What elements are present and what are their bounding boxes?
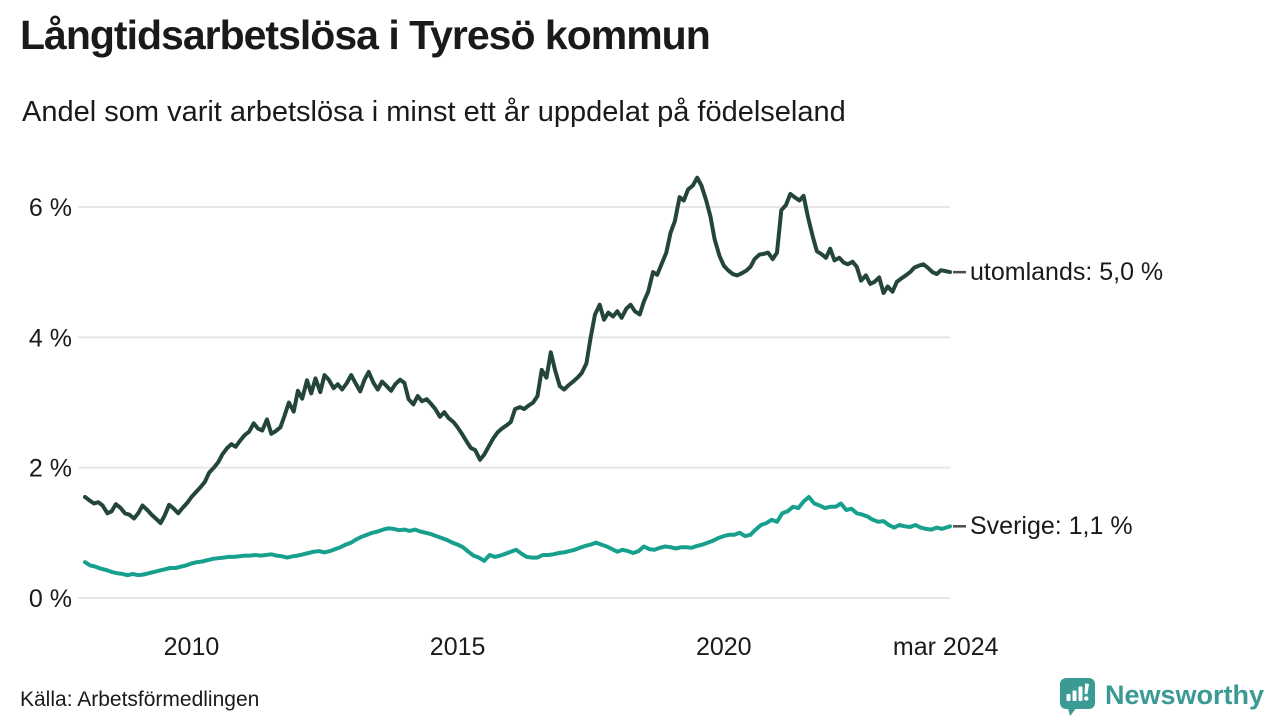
gridlines xyxy=(78,205,950,599)
bar-chart-speech-bubble-icon xyxy=(1059,678,1095,716)
chart-subtitle: Andel som varit arbetslösa i minst ett å… xyxy=(22,96,846,128)
series-label-connectors xyxy=(953,270,966,528)
series-label-sverige: Sverige: 1,1 % xyxy=(970,512,1133,541)
y-tick-label: 4 % xyxy=(29,324,72,352)
newsworthy-wordmark: Newsworthy xyxy=(1104,680,1264,710)
x-axis-tick-labels: 2010 2015 2020 mar 2024 xyxy=(164,633,999,661)
y-tick-label: 0 % xyxy=(29,585,72,613)
y-tick-label: 2 % xyxy=(29,455,72,483)
y-tick-label: 6 % xyxy=(29,194,72,222)
series-label-utomlands: utomlands: 5,0 % xyxy=(970,258,1164,287)
x-tick-label: 2020 xyxy=(696,633,752,661)
source-note: Källa: Arbetsförmedlingen xyxy=(20,688,260,711)
x-tick-label: 2015 xyxy=(430,633,486,661)
page-title: Långtidsarbetslösa i Tyresö kommun xyxy=(20,12,711,58)
series-line-utomlands xyxy=(83,175,952,526)
y-axis-tick-labels: 0 % 2 % 4 % 6 % xyxy=(29,194,72,613)
series-lines xyxy=(83,175,952,578)
newsworthy-logo[interactable]: Newsworthy xyxy=(1057,675,1264,716)
series-line-Sverige xyxy=(83,495,952,578)
x-tick-label: mar 2024 xyxy=(893,633,999,661)
x-tick-label: 2010 xyxy=(164,633,220,661)
